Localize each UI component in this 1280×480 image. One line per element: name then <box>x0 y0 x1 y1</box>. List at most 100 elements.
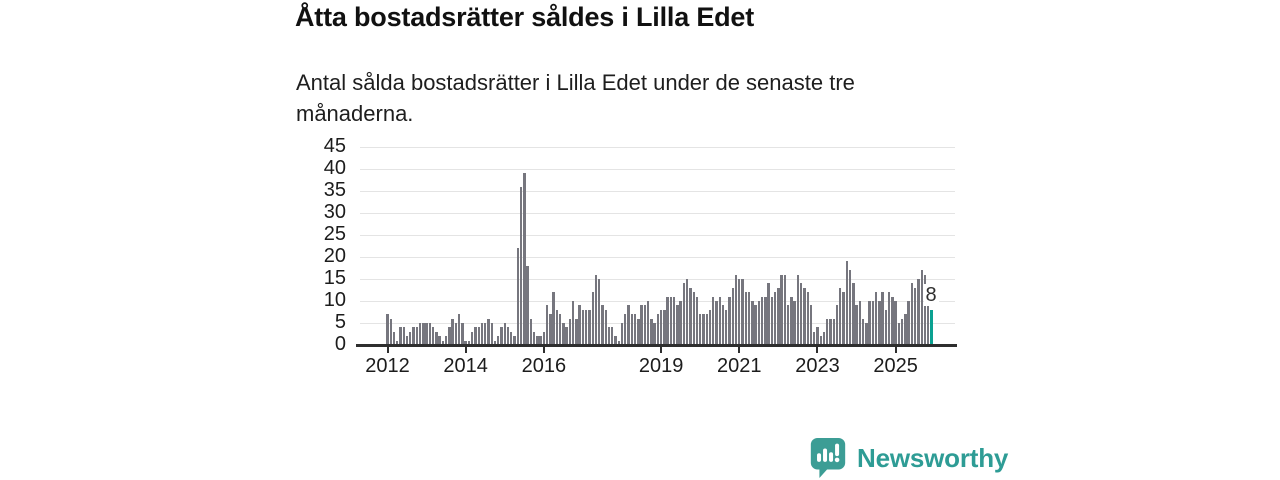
bar <box>510 331 513 345</box>
gridline-y-40 <box>360 169 955 170</box>
bar <box>585 309 588 345</box>
x-axis-tick-2012 <box>386 345 389 353</box>
x-axis-tick-2019 <box>660 345 663 353</box>
x-axis-line <box>356 344 957 347</box>
y-axis-tick-label-35: 35 <box>323 179 346 201</box>
bar <box>884 309 888 345</box>
bar <box>624 314 627 345</box>
bar <box>448 327 451 345</box>
bar <box>796 274 800 345</box>
bar <box>438 336 441 345</box>
gridline-y-35 <box>360 191 955 192</box>
bar <box>806 292 809 345</box>
x-axis-tick-2023 <box>816 345 819 353</box>
bar <box>598 279 601 345</box>
chart-subtitle: Antal sålda bostadsrätter i Lilla Edet u… <box>296 67 855 129</box>
bar <box>894 301 897 345</box>
bar <box>526 265 529 345</box>
bar <box>738 279 741 345</box>
bar <box>542 331 546 345</box>
y-axis-tick-label-30: 30 <box>323 201 346 223</box>
x-axis-tick-2021 <box>738 345 741 353</box>
bar <box>480 323 484 345</box>
bar <box>519 186 523 345</box>
bar <box>780 274 783 345</box>
bar <box>620 323 624 345</box>
bar <box>575 318 578 345</box>
bar <box>712 296 715 345</box>
gridline-y-25 <box>360 235 955 236</box>
bar <box>793 301 796 345</box>
bar <box>682 283 686 345</box>
bar <box>699 314 702 345</box>
bar <box>523 173 526 345</box>
bar <box>503 323 506 345</box>
bar <box>418 323 422 345</box>
bar <box>392 331 396 345</box>
bar <box>803 287 806 345</box>
bar <box>555 309 559 345</box>
bar <box>891 296 894 345</box>
bar <box>539 336 542 345</box>
bar <box>464 340 467 345</box>
bar <box>839 287 842 345</box>
bar <box>578 305 581 345</box>
bar <box>454 323 458 345</box>
bar <box>721 305 725 345</box>
bar <box>549 314 552 345</box>
gridline-y-45 <box>360 147 955 148</box>
bar <box>431 327 435 345</box>
x-axis-tick-label-2023: 2023 <box>795 355 840 377</box>
bar <box>900 318 904 345</box>
bar <box>813 331 816 345</box>
bar <box>656 314 660 345</box>
bar <box>923 274 927 345</box>
bar <box>435 331 438 345</box>
bar <box>757 301 761 345</box>
bar <box>689 287 692 345</box>
bar <box>809 305 813 345</box>
bar <box>731 287 734 345</box>
bar <box>643 305 647 345</box>
y-axis-tick-label-0: 0 <box>334 333 346 355</box>
bar <box>425 323 428 345</box>
bar <box>728 296 731 345</box>
bar <box>904 314 907 345</box>
bar <box>679 301 682 345</box>
bar <box>917 279 920 345</box>
bar <box>764 296 767 345</box>
bar <box>751 301 754 345</box>
bar <box>718 296 721 345</box>
bar <box>842 292 845 345</box>
bar <box>663 309 666 345</box>
y-axis-tick-label-15: 15 <box>323 267 346 289</box>
bar <box>822 331 826 345</box>
bar <box>467 340 471 345</box>
newsworthy-logo: Newsworthy <box>808 437 1008 479</box>
bar <box>829 318 832 345</box>
y-axis-tick-label-40: 40 <box>323 157 346 179</box>
bar <box>558 314 562 345</box>
bar <box>783 274 787 345</box>
bar <box>907 301 910 345</box>
y-axis-tick-label-25: 25 <box>323 223 346 245</box>
bar <box>399 327 402 345</box>
bar <box>461 323 464 345</box>
bar <box>500 327 503 345</box>
bar <box>581 309 585 345</box>
bar <box>741 279 744 345</box>
bar <box>914 287 917 345</box>
bar <box>493 340 497 345</box>
bar <box>506 327 510 345</box>
bar <box>389 318 392 345</box>
bar <box>588 309 591 345</box>
bar <box>650 318 653 345</box>
bar <box>490 323 493 345</box>
bar <box>773 292 777 345</box>
bar <box>695 296 699 345</box>
bar <box>614 336 617 345</box>
bar <box>627 305 630 345</box>
bar <box>607 327 611 345</box>
bar <box>604 309 607 345</box>
bar <box>685 279 689 345</box>
